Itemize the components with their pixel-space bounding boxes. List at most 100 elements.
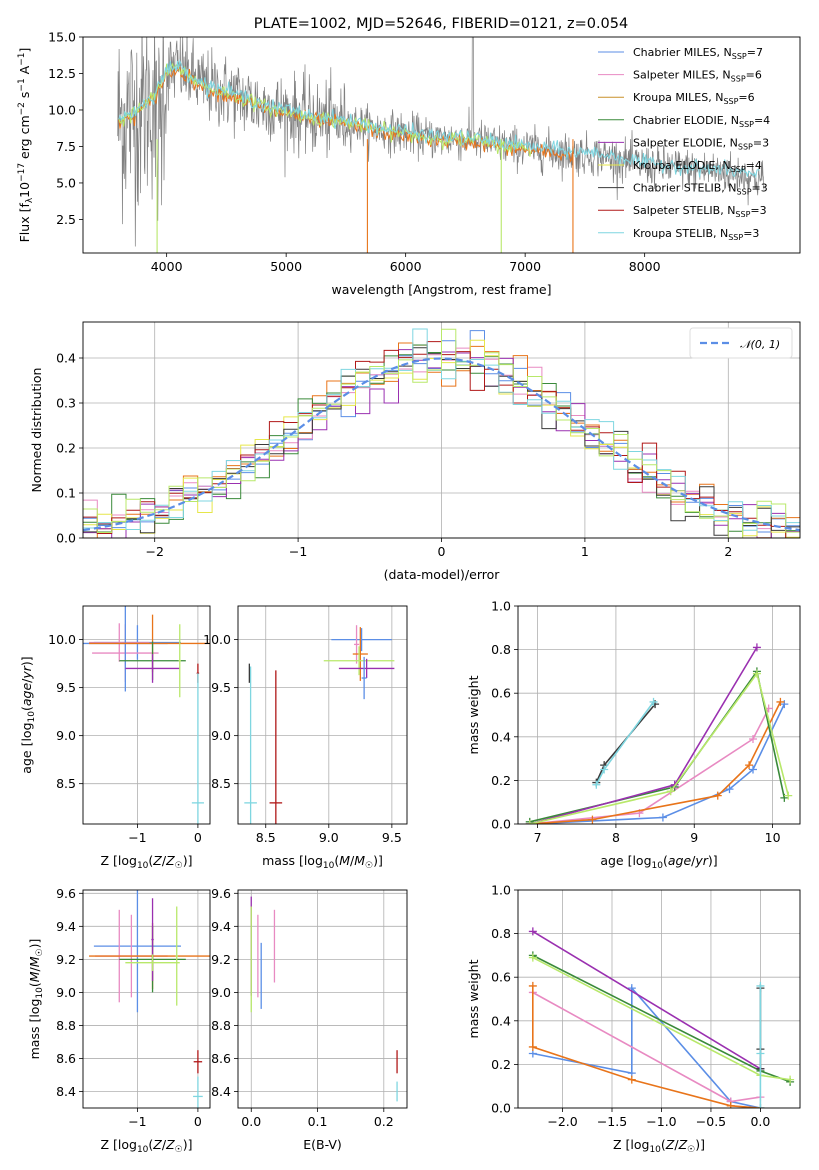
y-tick-label: 0.2 — [56, 441, 76, 456]
y-tick-label: 9.4 — [56, 919, 76, 934]
y-tick-label: 8.8 — [211, 1018, 231, 1033]
y-tick-label: 0.0 — [56, 531, 76, 546]
y-tick-label: 5.0 — [56, 175, 76, 190]
mass-weight-point — [528, 981, 537, 990]
x-tick-label: 2 — [724, 544, 732, 559]
y-tick-label: 15.0 — [48, 30, 76, 45]
spectrum-plot-area — [117, 37, 765, 253]
legend-entry: Chabrier ELODIE, NSSP=4 — [633, 114, 770, 129]
age-vs-mass-panel: 8.5 9.0 9.5 8.5 9.0 9.5 10.0 mass [log10(M/M☉)] — [203, 605, 408, 871]
x-tick-label: −2 — [145, 544, 163, 559]
mass-weight-point — [749, 765, 757, 774]
x-tick-label: 9.5 — [382, 830, 402, 845]
mass-weight-line — [529, 671, 790, 824]
axes-frame — [517, 605, 801, 825]
mass-weight-point — [786, 1075, 795, 1084]
spectrum-panel: 4000 5000 6000 7000 8000 2.5 5.0 7.5 10.0 12.5 15.… — [17, 30, 801, 297]
x-tick-label: 8 — [612, 830, 620, 845]
mass-vs-Z-panel: −1 0 8.4 8.6 8.8 9.0 9.2 9.4 9.6 Z [log10(Z/Z☉)] m… — [27, 886, 211, 1155]
y-tick-label: 7.5 — [56, 139, 76, 154]
y-tick-label: 8.5 — [211, 776, 231, 791]
y-tick-label: 8.4 — [56, 1084, 76, 1099]
legend-entry: Kroupa STELIB, NSSP=3 — [633, 227, 759, 242]
y-tick-label: 10.0 — [48, 102, 76, 117]
legend-entry: Chabrier STELIB, NSSP=3 — [633, 182, 768, 197]
y-tick-label: 8.4 — [211, 1084, 231, 1099]
figure-title: PLATE=1002, MJD=52646, FIBERID=0121, z=0… — [254, 16, 628, 32]
legend-entry: Kroupa ELODIE, NSSP=4 — [633, 159, 762, 174]
x-tick-label: −2.0 — [547, 1114, 577, 1129]
mass-weight-point — [592, 780, 601, 789]
x-axis-label: Z [log10(Z/Z☉)] — [100, 1137, 192, 1155]
mass-weight-point — [784, 791, 793, 800]
y-tick-label: 8.6 — [211, 1051, 231, 1066]
x-axis-label: Z [log10(Z/Z☉)] — [100, 853, 192, 871]
x-tick-label: −1 — [128, 830, 146, 845]
mass-weight-point — [649, 697, 658, 706]
y-tick-label: 9.0 — [211, 728, 231, 743]
y-tick-label: 9.2 — [56, 952, 76, 967]
y-tick-label: 9.5 — [56, 680, 76, 695]
y-tick-label: 0.8 — [491, 926, 511, 941]
mass-weight-point — [725, 785, 734, 794]
mass-weight-line — [529, 701, 782, 824]
x-axis-label: mass [log10(M/M☉)] — [262, 853, 383, 871]
axes-frame — [237, 605, 408, 825]
mass-weight-point — [756, 1104, 765, 1108]
x-axis-label: E(B-V) — [303, 1137, 342, 1152]
y-tick-label: 8.5 — [56, 776, 76, 791]
mass-weight-point — [588, 815, 597, 824]
mass-weight-line — [595, 703, 656, 783]
errorbar-plot-area — [250, 896, 398, 1102]
legend-entry: 𝒩(0, 1) — [740, 338, 780, 351]
y-tick-label: 9.6 — [211, 886, 231, 901]
y-tick-label: 0.1 — [56, 486, 76, 501]
x-tick-label: −0.5 — [696, 1114, 726, 1129]
mass-vs-ebv-panel: 0.0 0.1 0.2 8.4 8.6 8.8 9.0 9.2 9.4 9.6 E(B-V) — [211, 886, 408, 1152]
model-spectrum-line — [118, 58, 760, 179]
mass-weight-point — [528, 953, 537, 962]
x-tick-label: 4000 — [151, 259, 183, 274]
axes-frame — [82, 605, 211, 825]
y-tick-label: 0.6 — [491, 686, 511, 701]
y-tick-label: 0.4 — [491, 1013, 511, 1028]
y-axis-label: Normed distribution — [29, 368, 44, 493]
legend-entry: Salpeter STELIB, NSSP=3 — [633, 204, 767, 219]
y-tick-label: 0.2 — [491, 1057, 511, 1072]
y-tick-label: 9.4 — [211, 919, 231, 934]
x-tick-label: 7000 — [509, 259, 541, 274]
mass-weight-line — [529, 708, 770, 824]
mass-weight-point — [528, 1042, 537, 1051]
x-tick-label: 9 — [690, 830, 698, 845]
residual-histogram — [83, 328, 800, 538]
massweight-vs-age-panel: 7 8 9 10 0.0 0.2 0.4 0.6 0.8 1.0 age [log10(age/yr… — [466, 599, 801, 871]
mass-weight-point — [525, 820, 534, 824]
x-tick-label: −1 — [289, 544, 307, 559]
mass-weight-line — [532, 991, 761, 1103]
mass-weight-point — [756, 981, 765, 990]
mass-weight-line — [532, 930, 761, 1070]
y-axis-label: Flux [fλ10−17 erg cm−2 s−1 A−1] — [17, 48, 35, 243]
x-tick-label: 5000 — [270, 259, 302, 274]
y-tick-label: 9.2 — [211, 952, 231, 967]
x-axis-label: age [log10(age/yr)] — [600, 853, 717, 871]
mass-weight-point — [658, 813, 667, 822]
axes-frame — [82, 321, 801, 539]
residuals-plot-area — [83, 328, 800, 538]
x-tick-label: −1 — [128, 1114, 146, 1129]
mass-weight-point — [713, 791, 722, 800]
axes-frame — [517, 889, 801, 1109]
y-axis-label: age [log10(age/yr)] — [19, 656, 37, 773]
errorbar-plot-area — [83, 606, 210, 824]
legend-box — [689, 327, 793, 359]
axes-frame — [82, 889, 211, 1109]
x-tick-label: 8000 — [629, 259, 661, 274]
y-tick-label: 2.5 — [56, 212, 76, 227]
mass-weight-point — [627, 1075, 636, 1084]
mass-weight-point — [752, 643, 761, 652]
residual-histogram — [83, 328, 800, 531]
age-vs-Z-panel: −1 0 8.5 9.0 9.5 10.0 Z [log10(Z/Z☉)] age [log1… — [19, 605, 211, 871]
y-tick-label: 8.8 — [56, 1018, 76, 1033]
normal-curve — [83, 357, 800, 532]
